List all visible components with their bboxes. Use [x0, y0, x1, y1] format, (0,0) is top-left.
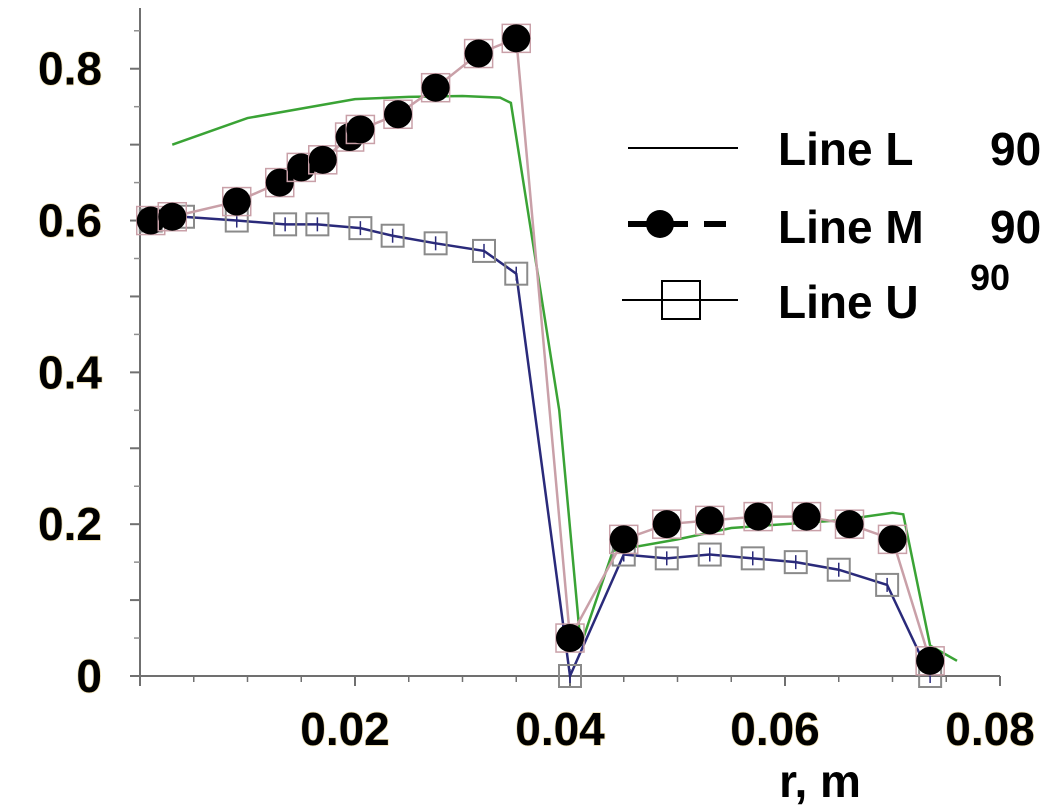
series-m-point [744, 502, 773, 531]
x-tick-label: 0.06 [730, 703, 820, 755]
legend-sup-line-l: 90 [990, 123, 1041, 175]
series-u-point [380, 223, 405, 248]
legend-sup-line-m: 90 [990, 201, 1041, 253]
legend-label-line-u: Line U [778, 276, 919, 328]
x-tick-label: 0.04 [515, 703, 605, 755]
series-u-point [504, 261, 529, 286]
series-u-point [654, 546, 679, 571]
series-u-point [826, 557, 851, 582]
y-tick-label: 0.8 [38, 43, 102, 95]
series-m-point [609, 525, 638, 554]
series-m-point [695, 506, 724, 535]
series-u-point [740, 546, 765, 571]
tick-labels-group: 0 0.2 0.4 0.6 0.8 0.02 0.04 0.06 0.08 [37, 42, 1035, 756]
series-m-point [464, 39, 493, 68]
legend-item-line-u: Line U 90 [622, 257, 1010, 328]
series-m-point [384, 100, 412, 129]
series-m-point [421, 73, 450, 102]
series-m-point [916, 646, 945, 675]
series-group [136, 23, 958, 688]
series-m-point [158, 202, 187, 231]
legend-sup-line-u: 90 [970, 257, 1010, 298]
y-tick-label: 0.4 [38, 346, 102, 398]
legend-marker-square [661, 280, 701, 320]
series-u-point [875, 572, 900, 597]
series-m-point [878, 525, 907, 554]
series-u-point [472, 238, 496, 263]
y-tick-label: 0.2 [38, 498, 102, 550]
series-m-point [346, 115, 375, 144]
x-tick-label: 0.02 [300, 703, 390, 755]
series-u-point [273, 212, 298, 237]
series-m-point [502, 24, 531, 53]
y-tick-label: 0 [76, 650, 102, 702]
series-m-point [652, 510, 681, 539]
series-m-point [556, 624, 584, 653]
legend-item-line-l: Line L 90 [628, 123, 1041, 175]
y-tick-label: 0.6 [38, 195, 102, 247]
series-m-point [835, 510, 864, 539]
series-m-point [308, 145, 337, 174]
legend-label-line-l: Line L [778, 123, 913, 175]
x-axis-label: r, m [779, 755, 861, 805]
series-m-point [792, 502, 821, 531]
legend-item-line-m: Line M 90 [628, 201, 1041, 253]
series-m-point [222, 187, 251, 216]
series-u-point [348, 216, 373, 241]
series-u-point [697, 542, 722, 567]
series-u-point [423, 231, 448, 256]
legend-label-line-m: Line M [778, 201, 924, 253]
series-u-point [783, 550, 808, 575]
series-u-point [305, 212, 330, 237]
legend-marker-circle [646, 210, 674, 238]
x-tick-label: 0.08 [945, 703, 1035, 755]
legend: Line L 90 Line M 90 Line U 90 [622, 123, 1041, 328]
series-u-point [558, 664, 582, 688]
